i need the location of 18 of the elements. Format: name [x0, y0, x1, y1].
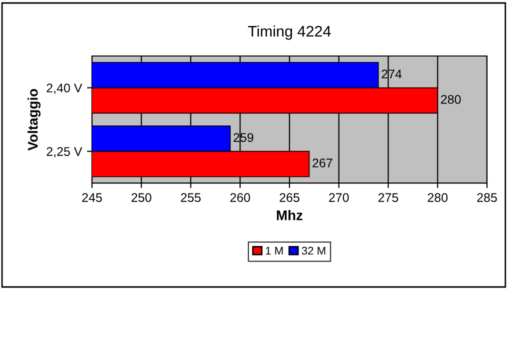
x-tick-label: 285 — [477, 193, 497, 202]
x-tick-label: 245 — [82, 193, 102, 202]
legend-label: 1 M — [266, 246, 283, 255]
x-axis-title: Mhz — [276, 210, 302, 220]
chart-title: Timing 4224 — [248, 25, 331, 40]
data-label: 280 — [441, 94, 461, 104]
y-tick-label: 2,25 V — [46, 147, 82, 158]
x-tick-label: 270 — [329, 193, 349, 202]
y-axis-title: Voltaggio — [28, 88, 41, 151]
x-tick-label: 255 — [180, 193, 201, 202]
x-tick-label: 265 — [280, 193, 300, 202]
x-tick-label: 250 — [132, 193, 152, 202]
x-tick-label: 275 — [378, 193, 398, 202]
x-tick-label: 280 — [428, 193, 448, 202]
y-tick-label: 2,40 V — [46, 84, 82, 94]
x-tick-label: 260 — [230, 193, 250, 202]
data-label: 267 — [312, 158, 332, 168]
legend-label: 32 M — [302, 246, 326, 255]
